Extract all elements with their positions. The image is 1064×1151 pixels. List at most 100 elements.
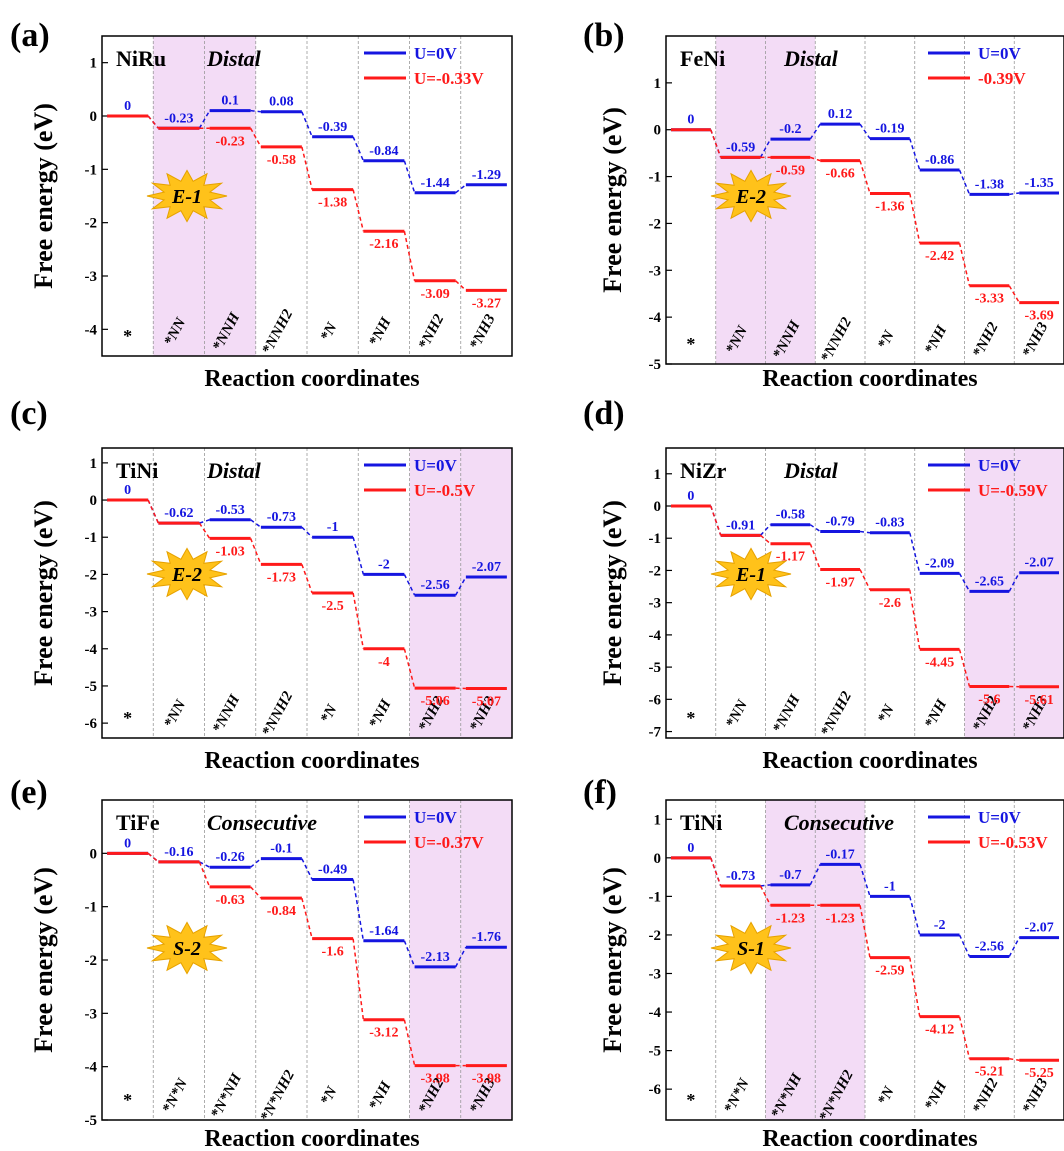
panel-f-value-label-u0: -2.07	[1025, 921, 1054, 936]
panel-a-ytick-label: -1	[85, 162, 98, 178]
panel-b-xtick-label: *NNH2	[818, 315, 855, 366]
panel-b-connector-u0	[859, 123, 871, 140]
panel-a-xtick-label: *NH3	[467, 311, 499, 352]
panel-a-legend-label-u0: U=0V	[414, 44, 457, 63]
panel-f-value-label-u0: -0.73	[726, 869, 755, 884]
panel-b-connector-uneg	[958, 242, 971, 286]
panel-d-value-label-u0: -0.58	[776, 508, 805, 523]
panel-c-connector-u0	[301, 526, 313, 538]
panel-d-legend-label-uneg: U=-0.59V	[978, 481, 1048, 500]
panel-a-value-label-uneg: -0.58	[267, 153, 296, 168]
panel-e-value-label-uneg: -3.12	[369, 1026, 398, 1041]
panel-b-system: FeNi	[680, 46, 725, 71]
panel-e-badge-label: S-2	[173, 938, 201, 960]
panel-a-xtick-label: *NH	[366, 314, 395, 349]
panel-c-value-label-u0: -0.53	[216, 503, 245, 518]
panel-d-value-label-u0: -2.07	[1025, 556, 1054, 571]
panel-c-value-label-uneg: -4	[378, 655, 390, 670]
panel-c-axes-frame	[101, 447, 513, 739]
panel-e-connector-u0	[403, 940, 416, 968]
panel-b-value-label-uneg: -2.42	[925, 249, 954, 264]
panel-b-ytick-label: -5	[649, 357, 662, 373]
panel-c-connector-uneg	[301, 564, 313, 594]
panel-a-mechanism: Distal	[206, 46, 262, 71]
panel-d-connector-u0	[859, 530, 871, 534]
panel-b-xtick-label: *NH2	[970, 319, 1002, 360]
panel-e-connector-uneg	[147, 852, 159, 863]
panel-d-value-label-uneg: -1.97	[826, 575, 855, 590]
panel-f-ytick-label: -1	[649, 889, 662, 905]
panel-c-connector-u0	[250, 519, 262, 528]
panel-f-badge-label: S-1	[737, 938, 765, 960]
panel-d-xtick-label: *NH	[922, 696, 951, 731]
panel-d-ylabel: Free energy (eV)	[598, 500, 627, 686]
panel-c-xtick-label: *NH	[366, 696, 395, 731]
panel-d-xtick-label: *	[686, 708, 695, 728]
panel-d-value-label-u0: -2.65	[975, 574, 1004, 589]
panel-a-value-label-uneg: -0.23	[216, 134, 245, 149]
panel-e-xlabel: Reaction coordinates	[204, 1126, 419, 1151]
panel-c-ytick-label: 0	[90, 493, 98, 509]
panel-b-xtick-label: *NH3	[1020, 319, 1052, 360]
panel-f-connector-u0	[809, 864, 821, 886]
panel-d-value-label-uneg: -1.17	[776, 550, 805, 565]
panel-b-legend-label-u0: U=0V	[978, 44, 1021, 63]
panel-f-value-label-u0: -2.56	[975, 940, 1004, 955]
panel-d-connector-uneg	[909, 589, 921, 650]
panel-a-connector-uneg	[352, 189, 365, 232]
panel-b-value-label-u0: 0	[687, 113, 694, 128]
panel-a-system: NiRu	[116, 46, 166, 71]
panel-f-xtick-label: *N	[875, 1083, 898, 1108]
panel-f-ytick-label: -6	[649, 1082, 662, 1098]
panel-b-letter: (b)	[583, 17, 625, 54]
panel-a-ytick-label: 0	[90, 109, 98, 125]
panel-b-ytick-label: 0	[654, 123, 662, 139]
panel-a-value-label-u0: 0.1	[221, 94, 239, 109]
panel-f-ytick-label: 1	[654, 812, 662, 828]
panel-d-ytick-label: -7	[649, 725, 662, 741]
panel-f-value-label-uneg: -2.59	[875, 964, 904, 979]
panel-f-connector-u0	[859, 864, 871, 897]
panel-e-value-label-u0: -0.1	[270, 842, 292, 857]
panel-f-value-label-u0: 0	[687, 841, 694, 856]
panel-e-connector-u0	[454, 946, 467, 968]
panel-b-value-label-uneg: -3.69	[1025, 309, 1054, 324]
panel-d-ytick-label: -3	[649, 596, 662, 612]
panel-b-connector-u0	[759, 138, 772, 158]
panel-c-ytick-label: -2	[85, 567, 98, 583]
panel-f-mechanism: Consecutive	[784, 810, 894, 835]
panel-e-letter: (e)	[10, 774, 48, 811]
panel-d-ytick-label: -4	[649, 628, 662, 644]
panel-b-connector-u0	[1009, 192, 1020, 196]
panel-f-value-label-u0: -0.17	[826, 847, 855, 862]
panel-e-ytick-label: -3	[85, 1006, 98, 1022]
panel-f-value-label-u0: -0.7	[779, 868, 801, 883]
panel-a-connector-u0	[250, 109, 261, 113]
panel-e-badge-icon	[146, 921, 228, 975]
panel-b-value-label-u0: -0.86	[925, 153, 954, 168]
panel-e-value-label-uneg: -0.63	[216, 893, 245, 908]
panel-c-ytick-label: 1	[90, 456, 98, 472]
panel-f-xtick-label: *	[686, 1090, 695, 1110]
panel-d-xlabel: Reaction coordinates	[762, 748, 977, 774]
panel-a-value-label-u0: 0	[124, 99, 131, 114]
panel-f-connector-uneg	[958, 1016, 971, 1059]
panel-f-ylabel: Free energy (eV)	[598, 867, 627, 1053]
panel-f-connector-u0	[958, 934, 971, 957]
panel-e-value-label-uneg: -0.84	[267, 904, 296, 919]
panel-a-ytick-label: -2	[85, 216, 98, 232]
panel-c-value-label-u0: -1	[327, 520, 339, 535]
panel-d-connector-u0	[958, 572, 971, 592]
panel-e-ytick-label: 0	[90, 846, 98, 862]
panel-b-connector-uneg	[710, 129, 722, 158]
panel-b-value-label-uneg: -0.66	[826, 167, 855, 182]
panel-c-ylabel: Free energy (eV)	[29, 500, 58, 686]
panel-b-ytick-label: -2	[649, 216, 662, 232]
panel-f-connector-uneg	[1009, 1057, 1020, 1061]
panel-c-ytick-label: -4	[85, 642, 98, 658]
panel-a-xtick-label: *NNH2	[259, 307, 296, 358]
panel-a-legend-label-uneg: U=-0.33V	[414, 69, 484, 88]
panel-d-ytick-label: -2	[649, 563, 662, 579]
panel-c-system: TiNi	[116, 458, 158, 483]
panel-d-letter: (d)	[583, 395, 625, 432]
